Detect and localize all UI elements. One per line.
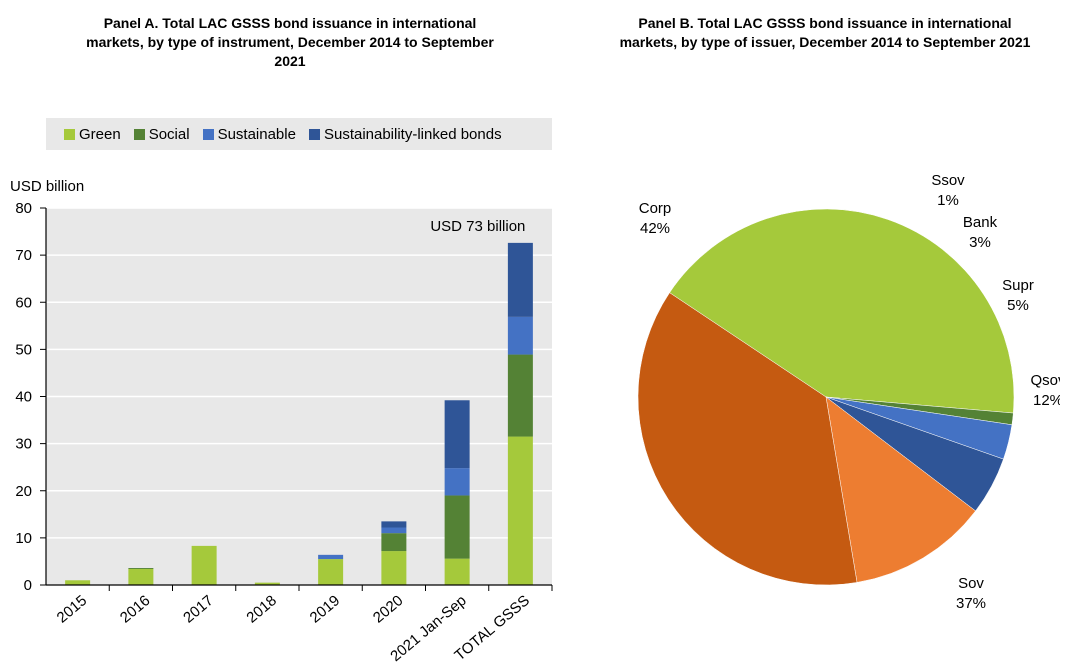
bar-segment bbox=[507, 242, 533, 317]
bar-segment bbox=[444, 400, 470, 469]
chart-a-bar-chart: 0 10 20 30 40 50 60 70 80 USD billion 2015 2016 2017… bbox=[10, 178, 553, 665]
pie-label-name: Bank bbox=[963, 214, 998, 231]
bar-segment bbox=[318, 554, 344, 560]
legend-label: Sustainable bbox=[217, 125, 296, 143]
y-tick-label: 70 bbox=[15, 247, 32, 264]
bar-segment bbox=[444, 495, 470, 559]
x-tick-label: 2015 bbox=[54, 592, 90, 626]
pie-label-percent: 5% bbox=[1007, 297, 1029, 314]
x-tick-label: 2016 bbox=[117, 592, 153, 626]
bar-segment bbox=[444, 468, 470, 496]
legend-item-3: Sustainability-linked bonds bbox=[308, 125, 502, 143]
chart-a-legend: Green Social Sustainable Sustainability-lin… bbox=[46, 118, 552, 150]
bar-segment bbox=[381, 521, 407, 528]
pie-label-name: Ssov bbox=[931, 172, 965, 189]
chart-b-pie-chart: Corp 42% Ssov 1%Bank 3% Supr 5% Qsov 12% Sov 37% bbox=[637, 172, 1060, 612]
x-tick-label: 2017 bbox=[180, 592, 216, 626]
bar-segment bbox=[381, 533, 407, 552]
bar-segment bbox=[318, 559, 344, 585]
y-tick-label: 60 bbox=[15, 294, 32, 311]
bar-segment bbox=[381, 551, 407, 585]
legend-item-0: Green bbox=[64, 126, 121, 143]
legend-swatch bbox=[202, 128, 214, 140]
pie-label-name: Corp bbox=[639, 200, 672, 217]
legend-item-2: Sustainable bbox=[202, 125, 296, 143]
panel-b-title: Panel B. Total LAC GSSS bond issuance in… bbox=[619, 15, 1031, 50]
y-tick-label: 20 bbox=[15, 483, 32, 500]
bar-segment bbox=[191, 545, 217, 585]
pie-label-percent: 37% bbox=[956, 595, 986, 612]
y-tick-label: 0 bbox=[24, 577, 32, 594]
pie-slice-qsov bbox=[825, 396, 976, 583]
y-tick-label: 50 bbox=[15, 341, 32, 358]
bar-segment bbox=[65, 580, 91, 585]
bar-segment bbox=[444, 558, 470, 585]
x-tick-label: 2018 bbox=[243, 592, 279, 626]
legend-swatch bbox=[133, 128, 145, 140]
pie-label-percent: 1% bbox=[937, 192, 959, 209]
bar-segment bbox=[381, 527, 407, 534]
bar-segment bbox=[128, 568, 154, 585]
panel-a-title: Panel A. Total LAC GSSS bond issuance in… bbox=[86, 15, 494, 69]
pie-label-name: Sov bbox=[958, 575, 984, 592]
pie-label-percent: 42% bbox=[640, 220, 670, 237]
legend-label: Sustainability-linked bonds bbox=[323, 125, 502, 143]
pie-label-percent: 12% bbox=[1033, 392, 1060, 409]
y-tick-label: 10 bbox=[15, 530, 32, 547]
bar-segment bbox=[507, 436, 533, 585]
legend-swatch bbox=[64, 128, 75, 140]
x-tick-label: 2019 bbox=[307, 592, 343, 626]
bar-segment bbox=[507, 316, 533, 355]
y-tick-label: 80 bbox=[15, 200, 32, 217]
legend-label: Green bbox=[79, 125, 121, 143]
x-tick-label: 2020 bbox=[370, 592, 406, 626]
pie-label-name: Qsov bbox=[1030, 372, 1060, 389]
pie-label-percent: 3% bbox=[969, 234, 991, 251]
y-tick-label: 30 bbox=[15, 436, 32, 453]
pie-slice-sov bbox=[637, 292, 858, 586]
y-axis-label: USD billion bbox=[10, 178, 84, 195]
legend-swatch bbox=[308, 128, 320, 140]
pie-slice-corp bbox=[669, 208, 1015, 414]
bar-segment bbox=[507, 354, 533, 437]
legend-label: Social bbox=[148, 125, 190, 143]
pie-label-name: Supr bbox=[1002, 277, 1034, 294]
y-tick-label: 40 bbox=[15, 389, 32, 406]
bar-segment bbox=[128, 568, 154, 569]
total-annotation: USD 73 billion bbox=[430, 218, 525, 235]
legend-item-1: Social bbox=[133, 125, 190, 143]
bar-segment bbox=[254, 582, 280, 585]
